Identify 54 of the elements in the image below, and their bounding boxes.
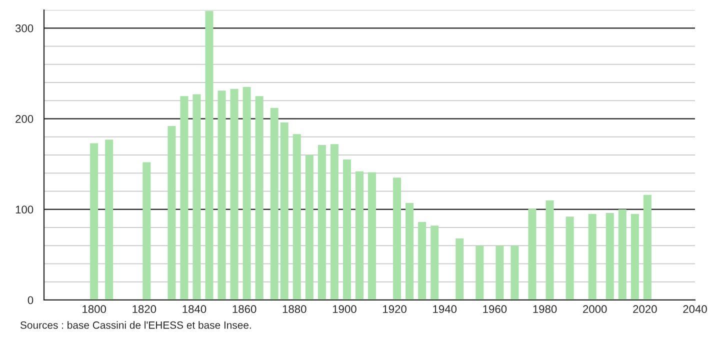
bar [418, 222, 426, 300]
x-tick-label: 2020 [633, 305, 657, 314]
x-tick-label: 1900 [332, 305, 356, 314]
x-tick-label: 2000 [583, 305, 607, 314]
bar [546, 200, 554, 300]
bar [606, 213, 614, 300]
bar [355, 171, 364, 300]
bar [393, 178, 402, 300]
bar [630, 214, 639, 300]
bar [168, 126, 176, 300]
bar [643, 194, 652, 300]
bar [218, 90, 226, 300]
bar [430, 226, 439, 300]
x-tick-label: 1880 [282, 305, 306, 314]
bar [588, 214, 596, 300]
bar [242, 87, 251, 300]
x-tick-label: 1860 [232, 305, 256, 314]
x-tick-label: 1940 [433, 305, 457, 314]
x-tick-label: 2040 [683, 305, 707, 314]
bar [230, 88, 238, 300]
bar [342, 160, 351, 300]
bar [368, 172, 376, 300]
bar [566, 216, 574, 300]
y-tick-label: 200 [16, 115, 34, 123]
y-tick-label: 0 [28, 296, 34, 304]
x-tick-label: 1960 [483, 305, 507, 314]
bar [406, 203, 414, 300]
source-note: Sources : base Cassini de l'EHESS et base Insee. [20, 321, 251, 329]
bar [192, 94, 201, 300]
bar [105, 140, 114, 300]
bar [255, 96, 264, 300]
x-tick-label: 1920 [383, 305, 406, 314]
y-tick-label: 300 [15, 24, 34, 32]
bar [270, 108, 278, 300]
bar [510, 246, 519, 300]
x-tick-label: 1840 [182, 305, 206, 314]
bar [280, 122, 288, 300]
y-tick-label: 100 [16, 206, 34, 214]
bar [142, 162, 151, 300]
x-tick-label: 1820 [132, 305, 156, 314]
bar [496, 246, 504, 300]
bar [305, 155, 314, 300]
bar [528, 208, 536, 300]
x-tick-label: 1980 [533, 305, 557, 314]
bar [205, 10, 214, 300]
bar [292, 134, 301, 300]
bar [180, 96, 188, 300]
bar [90, 143, 98, 300]
bar [618, 209, 626, 300]
bar [456, 238, 464, 300]
bar [318, 145, 326, 300]
bar [330, 144, 338, 300]
x-tick-label: 1800 [82, 305, 106, 314]
bar [476, 246, 484, 300]
